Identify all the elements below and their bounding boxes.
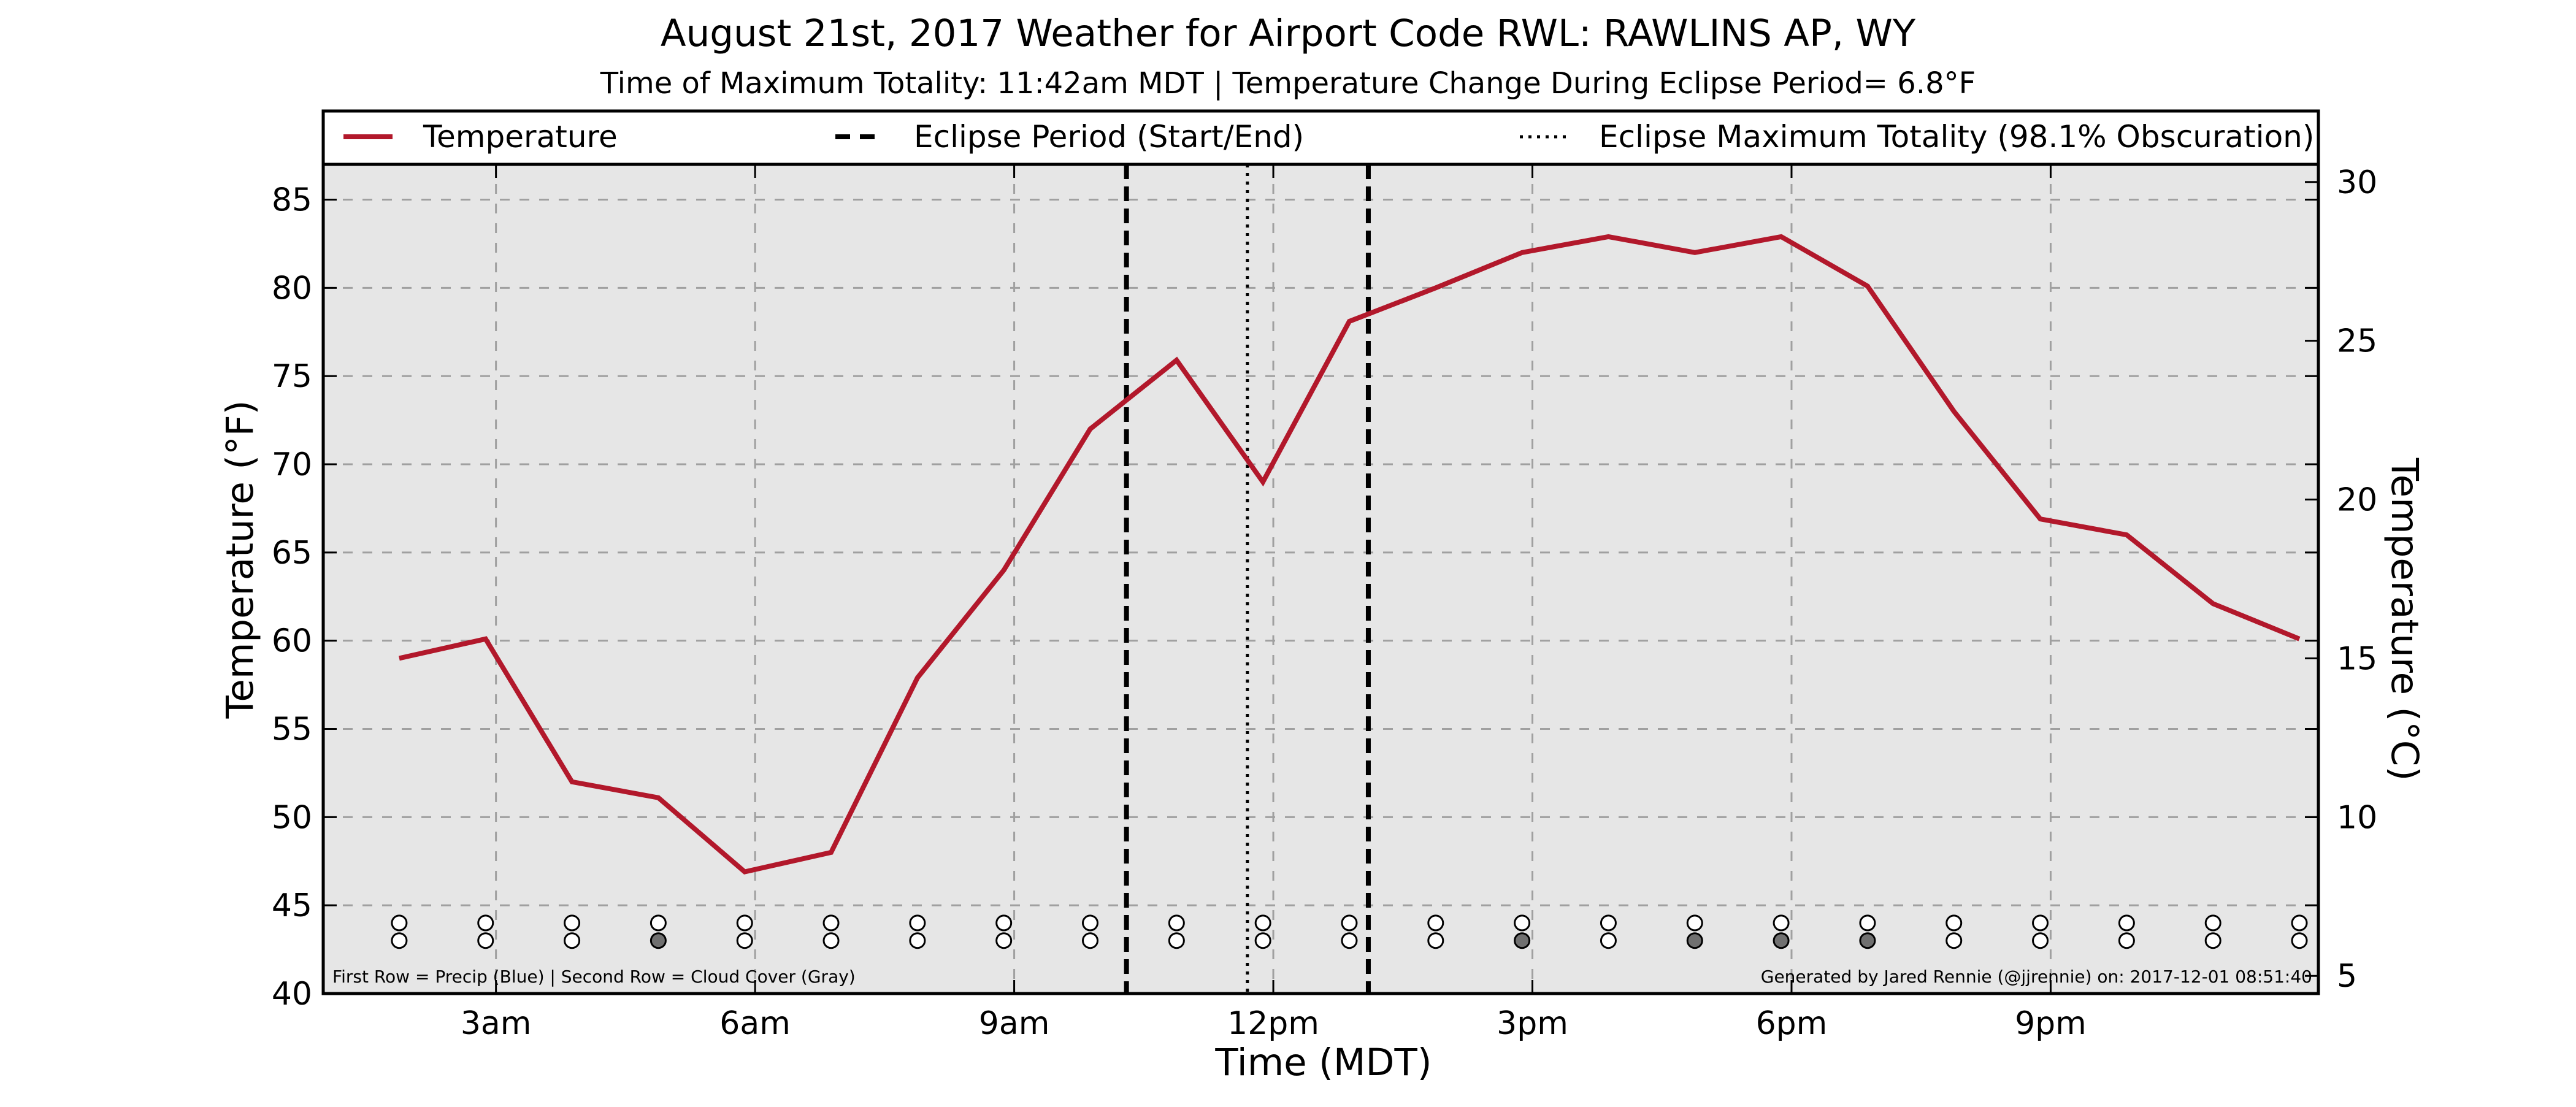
- y-right-tick-label: 20: [2337, 482, 2377, 519]
- cloud-marker: [1341, 932, 1358, 949]
- cloud-marker: [2204, 932, 2221, 949]
- precip-marker: [736, 914, 753, 932]
- cloud-marker: [1686, 932, 1703, 949]
- precip-marker: [1600, 914, 1617, 932]
- y-tick-label: 70: [272, 446, 312, 483]
- cloud-marker: [391, 932, 408, 949]
- precip-marker: [391, 914, 408, 932]
- precip-marker: [2118, 914, 2135, 932]
- temperature-line: [399, 234, 2301, 875]
- y-axis-label-left: Temperature (°F): [218, 400, 262, 719]
- y-tick-label: 80: [272, 270, 312, 307]
- y-tick-label: 65: [272, 535, 312, 572]
- y-tick-label: 75: [272, 358, 312, 395]
- precip-marker: [2032, 914, 2049, 932]
- y-right-tick-label: 5: [2337, 958, 2357, 995]
- y-tick-label: 50: [272, 799, 312, 836]
- x-axis-label: Time (MDT): [1214, 1041, 1432, 1084]
- cloud-marker: [1168, 932, 1185, 949]
- x-tick-label: 12pm: [1227, 1005, 1319, 1042]
- chart-title: August 21st, 2017 Weather for Airport Co…: [661, 12, 1916, 55]
- y-right-tick-label: 25: [2337, 323, 2377, 360]
- precip-marker: [1082, 914, 1099, 932]
- cloud-marker: [650, 932, 667, 949]
- precip-marker: [477, 914, 494, 932]
- cloud-marker: [2032, 932, 2049, 949]
- y-right-tick-label: 10: [2337, 799, 2377, 836]
- cloud-marker: [822, 932, 840, 949]
- cloud-marker: [1082, 932, 1099, 949]
- cloud-marker: [1254, 932, 1271, 949]
- legend-label-eclipse-max: Eclipse Maximum Totality (98.1% Obscurat…: [1599, 119, 2314, 155]
- cloud-marker: [2118, 932, 2135, 949]
- precip-marker: [650, 914, 667, 932]
- cloud-marker: [909, 932, 926, 949]
- precip-marker: [2291, 914, 2308, 932]
- plot-area: [323, 164, 2318, 994]
- precip-marker: [1168, 914, 1185, 932]
- y-axis-label-right: Temperature (°C): [2383, 458, 2426, 781]
- cloud-marker: [2291, 932, 2308, 949]
- x-tick-label: 6am: [719, 1005, 791, 1042]
- legend-box: [321, 109, 2320, 166]
- y-right-tick-label: 30: [2337, 164, 2377, 201]
- y-right-tick-label: 15: [2337, 640, 2377, 677]
- precip-marker: [1773, 914, 1790, 932]
- x-tick-label: 3am: [461, 1005, 532, 1042]
- cloud-marker: [564, 932, 581, 949]
- footnote-left: First Row = Precip (Blue) | Second Row =…: [332, 967, 856, 987]
- precip-marker: [822, 914, 840, 932]
- cloud-marker: [1859, 932, 1876, 949]
- chart-subtitle: Time of Maximum Totality: 11:42am MDT | …: [600, 66, 1976, 101]
- cloud-marker: [736, 932, 753, 949]
- x-tick-label: 9am: [979, 1005, 1050, 1042]
- x-tick-label: 3pm: [1497, 1005, 1568, 1042]
- precip-marker: [909, 914, 926, 932]
- precip-marker: [564, 914, 581, 932]
- y-tick-label: 60: [272, 623, 312, 660]
- legend-label-temperature: Temperature: [423, 119, 618, 155]
- cloud-marker: [477, 932, 494, 949]
- precip-marker: [1945, 914, 1963, 932]
- cloud-marker: [1773, 932, 1790, 949]
- x-tick-label: 6pm: [1756, 1005, 1828, 1042]
- precip-marker: [1686, 914, 1703, 932]
- cloud-marker: [995, 932, 1013, 949]
- precip-marker: [2204, 914, 2221, 932]
- legend-label-eclipse-period: Eclipse Period (Start/End): [914, 119, 1304, 155]
- precip-marker: [1514, 914, 1531, 932]
- precip-marker: [1427, 914, 1444, 932]
- cloud-marker: [1945, 932, 1963, 949]
- precip-marker: [1254, 914, 1271, 932]
- y-tick-label: 40: [272, 976, 312, 1013]
- y-tick-label: 85: [272, 182, 312, 219]
- precip-marker: [995, 914, 1013, 932]
- y-tick-label: 55: [272, 711, 312, 748]
- cloud-marker: [1514, 932, 1531, 949]
- x-tick-label: 9pm: [2015, 1005, 2087, 1042]
- precip-marker: [1341, 914, 1358, 932]
- precip-marker: [1859, 914, 1876, 932]
- y-tick-label: 45: [272, 887, 312, 924]
- cloud-marker: [1600, 932, 1617, 949]
- footnote-right: Generated by Jared Rennie (@jjrennie) on…: [1761, 967, 2312, 987]
- cloud-marker: [1427, 932, 1444, 949]
